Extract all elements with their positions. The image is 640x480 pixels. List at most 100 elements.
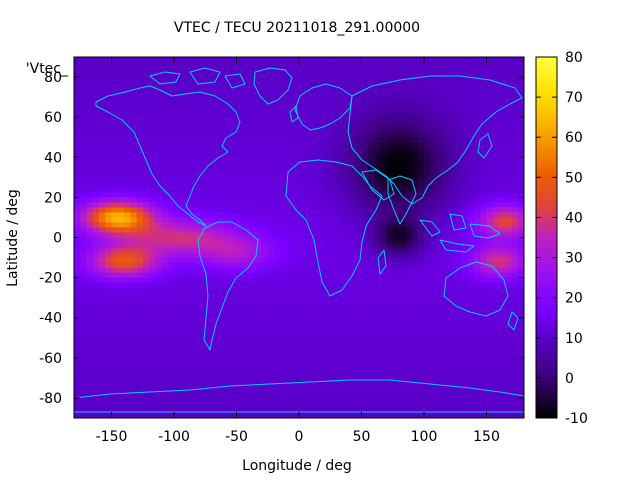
heatmap-cell — [430, 387, 438, 394]
heatmap-cell — [124, 102, 131, 108]
heatmap-cell — [261, 72, 269, 78]
heatmap-cell — [199, 57, 206, 63]
heatmap-cell — [355, 367, 363, 374]
heatmap-cell — [517, 347, 524, 354]
heatmap-cell — [361, 367, 369, 374]
heatmap-cell — [380, 127, 388, 133]
heatmap-cell — [136, 197, 144, 203]
heatmap-cell — [330, 102, 338, 108]
heatmap-cell — [142, 357, 150, 364]
heatmap-cell — [205, 307, 213, 314]
heatmap-cell — [417, 357, 425, 364]
heatmap-cell — [117, 307, 125, 314]
heatmap-cell — [317, 167, 325, 173]
heatmap-cell — [336, 302, 344, 309]
heatmap-cell — [124, 127, 131, 133]
heatmap-cell — [480, 232, 488, 239]
heatmap-cell — [180, 172, 188, 178]
heatmap-cell — [142, 282, 150, 289]
heatmap-cell — [211, 372, 219, 379]
heatmap-cell — [511, 272, 519, 279]
heatmap-cell — [467, 182, 475, 188]
heatmap-cell — [130, 107, 138, 113]
heatmap-cell — [92, 242, 100, 249]
heatmap-cell — [155, 117, 163, 123]
heatmap-cell — [386, 397, 394, 404]
heatmap-cell — [280, 337, 288, 344]
heatmap-cell — [317, 142, 325, 148]
heatmap-cell — [436, 327, 444, 334]
heatmap-cell — [130, 207, 138, 214]
heatmap-cell — [130, 222, 138, 229]
heatmap-cell — [155, 107, 163, 113]
heatmap-cell — [199, 312, 206, 319]
heatmap-cell — [155, 297, 163, 304]
heatmap-cell — [511, 217, 519, 224]
heatmap-cell — [205, 242, 213, 249]
heatmap-cell — [424, 222, 431, 229]
heatmap-cell — [317, 392, 325, 399]
heatmap-cell — [392, 142, 400, 148]
heatmap-cell — [130, 92, 138, 98]
heatmap-cell — [317, 67, 325, 73]
heatmap-cell — [217, 402, 225, 409]
heatmap-cell — [117, 97, 125, 103]
heatmap-cell — [430, 357, 438, 364]
heatmap-cell — [155, 137, 163, 143]
heatmap-cell — [430, 92, 438, 98]
heatmap-cell — [317, 282, 325, 289]
heatmap-cell — [386, 352, 394, 359]
heatmap-cell — [255, 242, 263, 249]
heatmap-cell — [367, 217, 375, 224]
heatmap-cell — [292, 317, 300, 324]
heatmap-cell — [367, 87, 375, 93]
heatmap-cell — [392, 287, 400, 294]
heatmap-cell — [330, 107, 338, 113]
heatmap-cell — [467, 167, 475, 173]
heatmap-cell — [292, 187, 300, 193]
heatmap-cell — [267, 327, 275, 334]
heatmap-cell — [392, 292, 400, 299]
heatmap-cell — [199, 337, 206, 344]
heatmap-cell — [455, 222, 463, 229]
heatmap-cell — [205, 292, 213, 299]
heatmap-cell — [330, 202, 338, 209]
heatmap-cell — [405, 112, 413, 118]
heatmap-cell — [305, 117, 313, 123]
heatmap-cell — [467, 232, 475, 239]
heatmap-cell — [149, 157, 156, 163]
heatmap-cell — [305, 272, 313, 279]
heatmap-cell — [342, 147, 350, 153]
heatmap-cell — [499, 357, 506, 364]
heatmap-cell — [80, 242, 88, 249]
heatmap-cell — [105, 112, 113, 118]
heatmap-cell — [386, 232, 394, 239]
heatmap-cell — [492, 172, 500, 178]
heatmap-cell — [211, 227, 219, 234]
heatmap-cell — [299, 287, 306, 294]
heatmap-cell — [142, 222, 150, 229]
heatmap-cell — [105, 102, 113, 108]
heatmap-cell — [305, 297, 313, 304]
heatmap-cell — [149, 302, 156, 309]
heatmap-cell — [311, 342, 319, 349]
heatmap-cell — [124, 117, 131, 123]
heatmap-cell — [305, 97, 313, 103]
heatmap-cell — [105, 347, 113, 354]
heatmap-cell — [199, 307, 206, 314]
heatmap-cell — [430, 382, 438, 389]
heatmap-cell — [211, 197, 219, 203]
heatmap-cell — [342, 112, 350, 118]
heatmap-cell — [186, 127, 194, 133]
heatmap-cell — [449, 297, 456, 304]
heatmap-cell — [392, 317, 400, 324]
heatmap-cell — [236, 267, 244, 274]
heatmap-cell — [167, 347, 175, 354]
heatmap-cell — [224, 267, 231, 274]
heatmap-cell — [105, 82, 113, 88]
heatmap-cell — [386, 307, 394, 314]
heatmap-cell — [280, 177, 288, 183]
heatmap-cell — [236, 272, 244, 279]
heatmap-cell — [486, 202, 494, 209]
heatmap-cell — [155, 372, 163, 379]
